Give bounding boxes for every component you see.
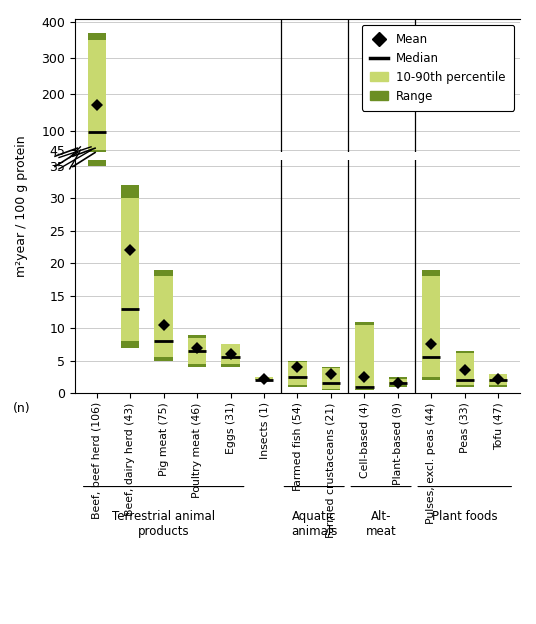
Text: (n): (n) [13,402,30,416]
Text: m²year / 100 g protein: m²year / 100 g protein [15,135,28,276]
Bar [87,0,106,166]
Bar [422,160,441,166]
Bar [221,344,240,367]
Bar [422,276,441,377]
Bar [154,160,173,165]
Bar [121,185,139,348]
Bar [422,270,441,380]
Bar [154,276,173,358]
Bar [355,163,374,167]
Bar [322,165,340,167]
Bar [221,164,240,165]
Bar [322,368,340,389]
Bar [322,165,340,167]
Bar [422,160,441,166]
Bar [188,338,206,364]
Bar [154,270,173,361]
Bar [87,33,106,154]
Bar [288,165,307,166]
Bar [355,322,374,390]
Legend: Mean, Median, 10-90th percentile, Range: Mean, Median, 10-90th percentile, Range [362,24,514,111]
Bar [221,164,240,165]
Text: Terrestrial animal
products: Terrestrial animal products [112,510,215,538]
Bar [188,163,206,165]
Bar [154,160,173,165]
Bar [221,344,240,364]
Bar [188,334,206,367]
Bar [389,379,407,386]
Text: Aquatic
animals: Aquatic animals [291,510,337,538]
Bar [322,367,340,390]
Bar [389,377,407,387]
Bar [288,165,307,166]
Bar [255,377,273,380]
Bar [456,351,474,387]
Bar [121,198,139,341]
Bar [121,155,139,164]
Bar [489,165,508,166]
Bar [255,377,273,380]
Bar [355,163,374,167]
Bar [87,0,106,101]
Text: Plant foods: Plant foods [432,510,497,523]
Bar [456,164,474,166]
Bar [288,362,307,386]
Bar [355,325,374,389]
Bar [489,374,508,387]
Bar [489,374,508,386]
Bar [87,41,106,150]
Bar [456,353,474,386]
Bar [456,164,474,166]
Bar [489,165,508,166]
Text: Alt-
meat: Alt- meat [366,510,397,538]
Bar [288,361,307,387]
Bar [121,156,139,163]
Bar [188,163,206,165]
